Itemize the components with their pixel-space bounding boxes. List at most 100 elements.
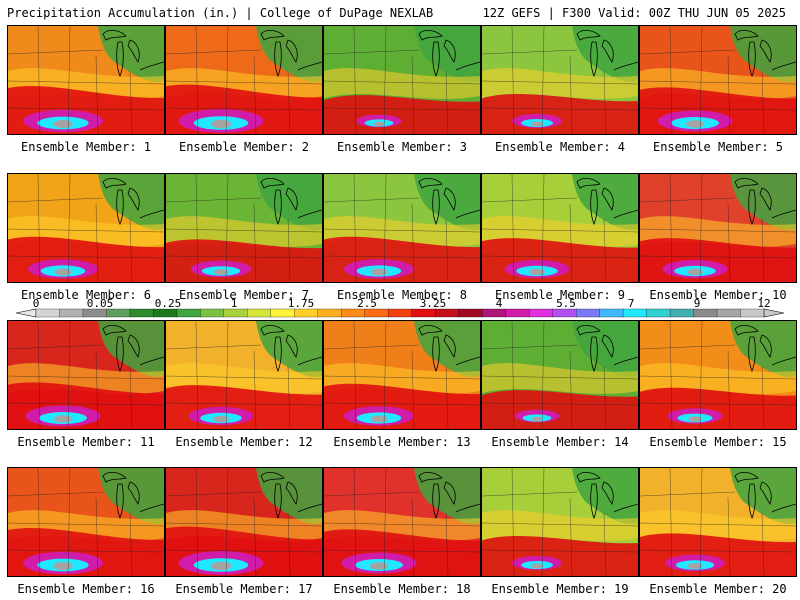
max-precip-area xyxy=(54,268,72,276)
ensemble-member-label: Ensemble Member: 5 xyxy=(652,140,784,154)
max-precip-area xyxy=(54,415,72,423)
precip-map xyxy=(7,25,165,135)
lake-erie-outline xyxy=(297,503,322,513)
ensemble-member-label: Ensemble Member: 19 xyxy=(491,582,629,596)
lake-erie-outline xyxy=(139,356,164,366)
max-precip-area xyxy=(531,563,543,569)
ensemble-panel-8: Ensemble Member: 8 xyxy=(323,173,481,302)
state-border xyxy=(482,80,638,85)
precip-map xyxy=(481,173,639,283)
ensemble-member-label: Ensemble Member: 13 xyxy=(333,435,471,449)
state-border xyxy=(640,375,796,380)
ensemble-panel-19: Ensemble Member: 19 xyxy=(481,467,639,596)
state-border xyxy=(324,107,480,111)
state-border xyxy=(353,174,357,282)
state-border xyxy=(67,321,71,429)
max-precip-area xyxy=(210,119,232,129)
ensemble-panel-16: Ensemble Member: 16 xyxy=(7,467,165,596)
state-border xyxy=(8,375,164,380)
state-border xyxy=(8,522,164,527)
legend-tick-label: 4 xyxy=(495,297,503,310)
state-border xyxy=(569,497,573,576)
state-border xyxy=(8,402,164,406)
ensemble-member-label: Ensemble Member: 7 xyxy=(178,288,310,302)
state-border xyxy=(640,197,736,203)
precip-map xyxy=(481,25,639,135)
legend-tick-label: 2.5 xyxy=(357,297,377,310)
lake-michigan-outline xyxy=(116,41,124,78)
lake-michigan-outline xyxy=(274,189,282,226)
light-precip-area xyxy=(572,174,638,230)
state-border xyxy=(445,218,449,282)
state-border xyxy=(511,26,515,134)
state-border xyxy=(8,549,164,553)
precip-map xyxy=(639,25,797,135)
state-border xyxy=(640,549,796,553)
lake-huron-outline xyxy=(759,39,772,63)
light-precip-area xyxy=(256,174,322,230)
state-border xyxy=(411,497,415,576)
max-precip-area xyxy=(688,416,702,422)
max-precip-area xyxy=(687,268,703,276)
legend-swatch xyxy=(59,308,84,318)
legend-swatch xyxy=(575,308,601,318)
state-border xyxy=(669,174,673,282)
lake-superior-outline xyxy=(418,325,443,336)
legend-swatch xyxy=(716,308,742,318)
ensemble-panel-14: Ensemble Member: 14 xyxy=(481,320,639,449)
state-border xyxy=(37,174,41,282)
lake-huron-outline xyxy=(127,481,140,505)
light-precip-area xyxy=(730,26,796,82)
state-border xyxy=(166,49,262,55)
state-border xyxy=(67,26,71,134)
precip-map xyxy=(165,320,323,430)
lake-superior-outline xyxy=(576,325,601,336)
legend-swatch xyxy=(82,308,108,318)
moderate-precip-band xyxy=(166,216,322,247)
moderate-precip-band xyxy=(482,510,638,541)
state-border xyxy=(287,70,291,134)
state-border xyxy=(253,55,257,134)
lake-huron-outline xyxy=(285,334,298,358)
precip-map xyxy=(7,467,165,577)
state-border xyxy=(761,365,765,429)
legend-swatch xyxy=(669,308,695,318)
lake-erie-outline xyxy=(455,209,480,219)
state-border xyxy=(195,174,199,282)
lake-superior-outline xyxy=(102,325,127,336)
ensemble-member-label: Ensemble Member: 10 xyxy=(649,288,787,302)
lake-michigan-outline xyxy=(590,483,598,520)
ensemble-member-label: Ensemble Member: 17 xyxy=(175,582,313,596)
legend-tick-label: 12 xyxy=(757,297,771,310)
ensemble-panel-9: Ensemble Member: 9 xyxy=(481,173,639,302)
ensemble-member-label: Ensemble Member: 6 xyxy=(20,288,152,302)
state-border xyxy=(411,350,415,429)
lake-superior-outline xyxy=(260,472,285,483)
legend-swatch xyxy=(388,308,413,318)
light-precip-area xyxy=(730,174,796,230)
legend-tick-label: 1 xyxy=(230,297,238,310)
lake-superior-outline xyxy=(102,472,127,483)
state-border xyxy=(324,402,480,406)
lake-superior-outline xyxy=(418,178,443,189)
state-border xyxy=(8,197,104,203)
state-border xyxy=(603,512,607,576)
light-precip-area xyxy=(98,321,164,377)
ensemble-member-label: Ensemble Member: 9 xyxy=(494,288,626,302)
light-precip-area xyxy=(572,26,638,82)
state-border xyxy=(166,80,322,85)
ensemble-panel-17: Ensemble Member: 17 xyxy=(165,467,323,596)
legend-swatch xyxy=(223,308,249,318)
lake-erie-outline xyxy=(455,356,480,366)
legend-swatch xyxy=(458,308,483,318)
legend-swatch xyxy=(435,308,460,318)
lake-superior-outline xyxy=(260,30,285,41)
state-border xyxy=(699,468,703,576)
state-border xyxy=(511,468,515,576)
ensemble-member-label: Ensemble Member: 4 xyxy=(494,140,626,154)
lake-michigan-outline xyxy=(590,336,598,373)
state-border xyxy=(166,344,262,350)
ensemble-member-label: Ensemble Member: 20 xyxy=(649,582,787,596)
state-border xyxy=(445,70,449,134)
state-border xyxy=(353,468,357,576)
